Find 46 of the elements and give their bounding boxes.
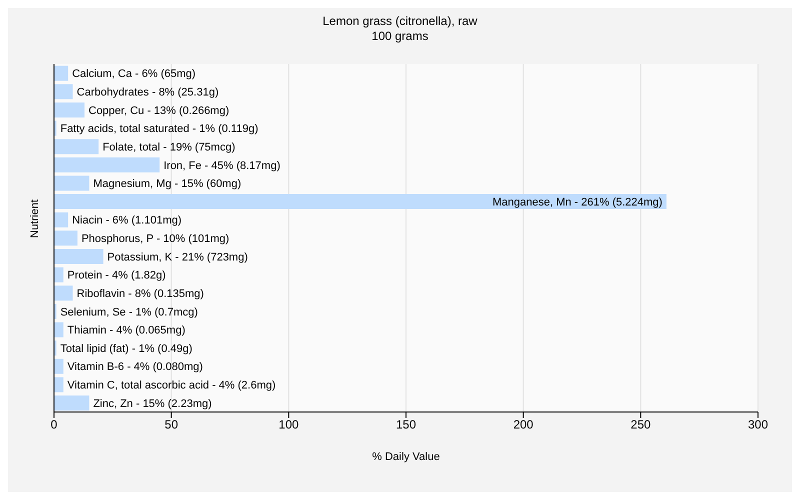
x-tick-label: 50 <box>164 418 178 432</box>
x-axis-title: % Daily Value <box>372 451 440 463</box>
category-label: Niacin - 6% (1.101mg) <box>72 214 182 227</box>
category-label: Thiamin - 4% (0.065mg) <box>67 324 186 337</box>
y-axis-title: Nutrient <box>28 199 41 238</box>
chart-subtitle: 100 grams <box>370 29 430 44</box>
bar <box>54 377 64 392</box>
x-tick-label: 0 <box>50 418 58 432</box>
category-label: Fatty acids, total saturated - 1% (0.119g) <box>60 123 258 136</box>
bar <box>54 176 90 191</box>
x-tick-label: 250 <box>630 418 651 432</box>
category-label: Vitamin B-6 - 4% (0.080mg) <box>67 361 203 374</box>
category-label: Manganese, Mn - 261% (5.224mg) <box>492 196 662 208</box>
category-label: Folate, total - 19% (75mcg) <box>102 141 236 154</box>
bar <box>54 139 99 154</box>
bar <box>54 248 104 264</box>
bar <box>54 396 90 411</box>
bar <box>54 230 78 246</box>
category-label: Selenium, Se - 1% (0.7mcg) <box>60 306 198 318</box>
bar <box>54 157 160 172</box>
bar <box>54 212 68 228</box>
chart-title: Lemon grass (citronella), raw <box>322 14 478 29</box>
bar <box>54 194 666 210</box>
bar <box>54 358 64 374</box>
x-tick-label: 300 <box>748 418 768 432</box>
x-tick-label: 100 <box>278 418 299 432</box>
category-label: Phosphorus, P - 10% (101mg) <box>81 233 230 246</box>
bar <box>54 66 68 81</box>
bar <box>54 102 85 118</box>
bar <box>54 322 64 338</box>
bar <box>54 84 73 100</box>
category-label: Calcium, Ca - 6% (65mg) <box>72 68 196 80</box>
category-label: Carbohydrates - 8% (25.31g) <box>76 86 219 98</box>
x-tick-label: 150 <box>396 418 416 432</box>
category-label: Copper, Cu - 13% (0.266mg) <box>88 104 230 117</box>
category-label: Magnesium, Mg - 15% (60mg) <box>93 178 242 190</box>
category-label: Potassium, K - 21% (723mg) <box>107 251 248 264</box>
bar <box>54 286 73 301</box>
bar <box>54 267 64 282</box>
category-label: Iron, Fe - 45% (8.17mg) <box>164 160 280 172</box>
category-label: Protein - 4% (1.82g) <box>67 270 166 282</box>
x-tick-label: 200 <box>513 418 534 432</box>
category-label: Total lipid (fat) - 1% (0.49g) <box>60 342 192 355</box>
category-label: Riboflavin - 8% (0.135mg) <box>76 288 204 300</box>
category-label: Vitamin C, total ascorbic acid - 4% (2.6mg) <box>67 380 276 392</box>
category-label: Zinc, Zn - 15% (2.23mg) <box>93 398 212 410</box>
